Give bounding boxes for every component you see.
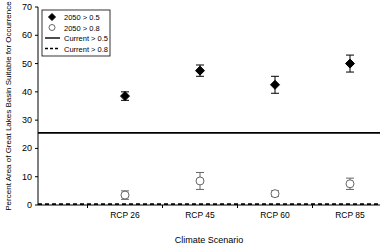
x-axis-label: Climate Scenario bbox=[175, 235, 244, 245]
point bbox=[271, 80, 280, 89]
x-tick-label: RCP 26 bbox=[110, 210, 140, 220]
legend-label: 2050 > 0.5 bbox=[64, 13, 100, 22]
error-cap bbox=[346, 72, 354, 73]
y-tick-label: 60 bbox=[22, 30, 32, 40]
x-tick bbox=[312, 205, 313, 208]
x-tick bbox=[237, 205, 238, 208]
x-tick-label: RCP 85 bbox=[335, 210, 365, 220]
y-tick-label: 10 bbox=[22, 172, 32, 182]
error-cap bbox=[196, 189, 204, 190]
legend-label: 2050 > 0.8 bbox=[64, 24, 100, 33]
point bbox=[121, 191, 129, 199]
error-cap bbox=[346, 189, 354, 190]
error-bar bbox=[121, 92, 129, 100]
error-cap bbox=[271, 76, 279, 77]
legend: 2050 > 0.5 2050 > 0.8Current > 0.5 Current… bbox=[42, 10, 110, 56]
error-bar bbox=[196, 172, 204, 189]
legend-box bbox=[42, 10, 110, 56]
y-tick-label: 30 bbox=[22, 115, 32, 125]
error-bar bbox=[196, 65, 204, 76]
legend-label: Current > 0.5 bbox=[64, 34, 108, 43]
error-bar bbox=[271, 76, 279, 93]
legend-symbol bbox=[49, 25, 55, 31]
reference-line bbox=[38, 132, 380, 134]
error-cap bbox=[346, 55, 354, 56]
error-cap bbox=[196, 76, 204, 77]
x-tick bbox=[87, 205, 88, 208]
y-tick-label: 20 bbox=[22, 143, 32, 153]
point bbox=[346, 180, 354, 188]
y-tick-label: 0 bbox=[27, 200, 32, 210]
point bbox=[196, 66, 205, 75]
y-tick-label: 70 bbox=[22, 2, 32, 12]
error-cap bbox=[196, 172, 204, 173]
y-axis-label: Percent Area of Great Lakes Basin Suitab… bbox=[4, 1, 13, 211]
legend-symbol bbox=[45, 48, 60, 49]
error-bar bbox=[346, 178, 354, 189]
point bbox=[196, 177, 204, 185]
x-tick-label: RCP 45 bbox=[185, 210, 215, 220]
legend-label: Current > 0.8 bbox=[64, 45, 108, 54]
legend-symbol bbox=[49, 14, 56, 21]
x-tick bbox=[162, 205, 163, 208]
reference-line bbox=[38, 203, 380, 205]
error-cap bbox=[271, 93, 279, 94]
error-cap bbox=[196, 64, 204, 65]
legend-symbol bbox=[45, 37, 60, 38]
x-axis bbox=[38, 205, 380, 206]
y-tick-label: 40 bbox=[22, 87, 32, 97]
error-bar bbox=[121, 191, 129, 199]
plot-marks bbox=[38, 55, 380, 204]
y-axis bbox=[38, 7, 39, 205]
error-bar bbox=[346, 55, 354, 72]
point bbox=[271, 190, 279, 198]
point bbox=[121, 92, 130, 101]
point bbox=[346, 59, 355, 68]
chart: 0 10 20 30 40 50 60 70 RCP 26 RCP 45 RCP 60 RCP 85 C… bbox=[0, 0, 382, 249]
x-tick-label: RCP 60 bbox=[260, 210, 290, 220]
y-tick-label: 50 bbox=[22, 59, 32, 69]
error-cap bbox=[346, 178, 354, 179]
